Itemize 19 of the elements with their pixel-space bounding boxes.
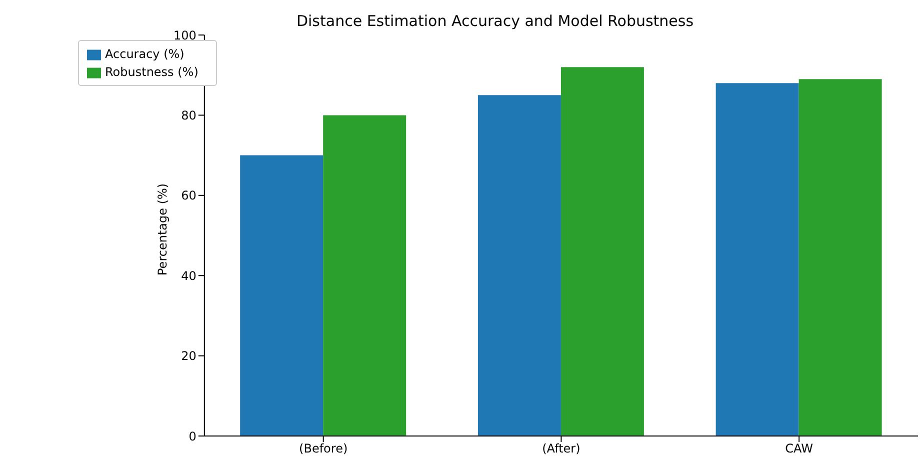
y-axis-title: Percentage (%) xyxy=(156,183,170,276)
bar xyxy=(798,79,882,436)
x-tick-label: (After) xyxy=(542,442,580,456)
bar xyxy=(323,115,406,436)
bar xyxy=(478,95,561,436)
bar xyxy=(716,83,799,436)
bar xyxy=(560,67,644,436)
y-tick-label: 20 xyxy=(181,349,196,364)
y-tick-label: 100 xyxy=(174,28,196,42)
y-tick-label: 40 xyxy=(181,268,196,283)
x-tick-label: (Before) xyxy=(299,442,348,456)
y-tick-label: 80 xyxy=(181,108,196,122)
bar xyxy=(240,155,324,436)
y-tick-label: 0 xyxy=(188,429,196,444)
x-tick-label: CAW xyxy=(785,442,814,456)
chart-title: Distance Estimation Accuracy and Model Robustness xyxy=(295,12,695,30)
legend-label: Accuracy (%) xyxy=(105,47,184,61)
y-tick-label: 60 xyxy=(181,188,196,203)
legend-label: Robustness (%) xyxy=(105,65,198,79)
